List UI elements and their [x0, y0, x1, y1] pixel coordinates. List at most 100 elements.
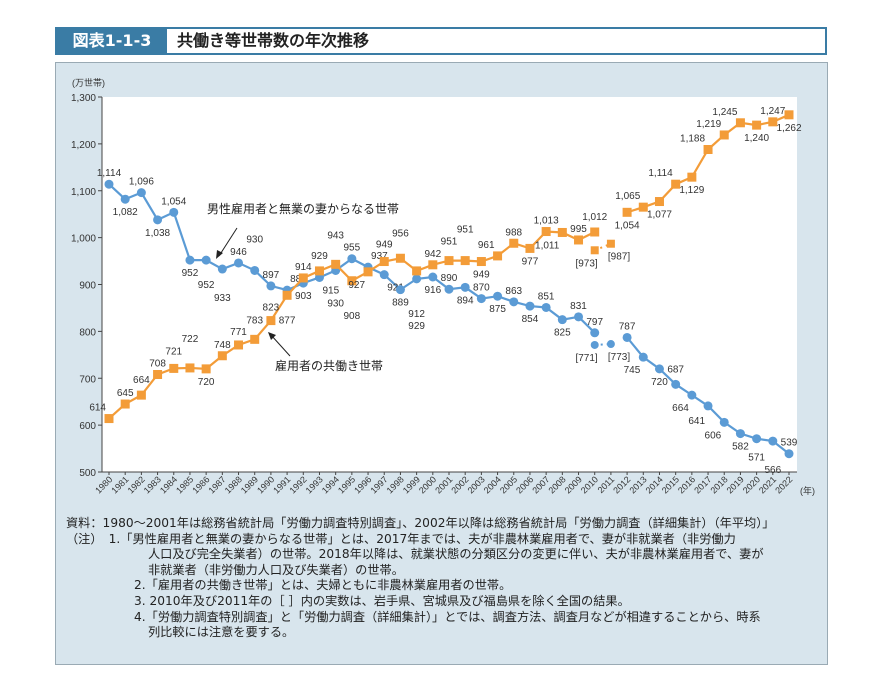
data-point — [703, 401, 713, 411]
x-tick-label: 2008 — [547, 474, 568, 495]
data-label: 797 — [586, 317, 603, 328]
y-tick-label: 600 — [79, 421, 96, 432]
x-tick-label: 2019 — [725, 474, 746, 495]
data-point — [574, 312, 584, 322]
data-point — [687, 172, 697, 182]
data-label: 1,114 — [97, 168, 122, 179]
data-label: 908 — [344, 311, 361, 322]
data-point — [363, 267, 373, 277]
y-axis-label: (万世帯) — [72, 77, 105, 88]
data-label: 1,096 — [129, 177, 154, 188]
data-label: 641 — [688, 416, 705, 427]
x-tick-label: 2017 — [692, 474, 713, 495]
bracket-point — [606, 340, 615, 349]
data-label: 748 — [214, 340, 231, 351]
data-point — [266, 316, 276, 326]
data-point — [428, 272, 438, 282]
data-label: 921 — [387, 283, 404, 294]
data-label: 851 — [538, 291, 555, 302]
data-label: 664 — [133, 375, 150, 386]
data-point — [525, 301, 535, 311]
x-tick-label: 1986 — [190, 474, 211, 495]
data-point — [590, 328, 600, 338]
data-label: 771 — [230, 327, 247, 338]
data-label: 1,240 — [744, 133, 769, 144]
x-tick-label: 1981 — [109, 474, 130, 495]
note-1-cont: 人口及び完全失業者）の世帯。2018年以降は、就業状態の分類区分の変更に伴い、夫… — [148, 547, 764, 562]
data-label: 720 — [198, 377, 215, 388]
data-label: 946 — [230, 247, 247, 258]
data-point — [185, 363, 195, 373]
data-label: 1,013 — [534, 216, 559, 227]
note-1-cont2: 非就業者（非労働力人口及び失業者）の世帯。 — [148, 562, 404, 577]
data-point — [735, 429, 745, 439]
data-label: 942 — [424, 249, 441, 260]
data-label: 952 — [198, 280, 215, 291]
x-tick-label: 2018 — [708, 474, 729, 495]
x-tick-label: 2011 — [596, 474, 617, 495]
data-point — [654, 364, 664, 374]
x-tick-label: 2003 — [466, 474, 487, 495]
data-label: 664 — [672, 403, 689, 414]
data-point — [217, 264, 227, 274]
figure-title: 共働き等世帯数の年次推移 — [177, 31, 370, 50]
data-label: 875 — [489, 304, 506, 315]
data-point — [136, 188, 146, 198]
data-point — [768, 117, 778, 127]
data-label: 539 — [781, 438, 798, 449]
data-label: 1,077 — [647, 210, 672, 221]
data-label: 823 — [263, 303, 280, 314]
data-point — [201, 255, 211, 265]
data-point — [460, 282, 470, 292]
data-label: 930 — [327, 298, 344, 309]
data-label: 1,038 — [145, 228, 170, 239]
x-tick-label: 1999 — [401, 474, 422, 495]
x-tick-label: 2002 — [449, 474, 470, 495]
data-point — [784, 110, 794, 120]
data-point — [622, 207, 632, 217]
data-label: 937 — [371, 251, 388, 262]
data-label: 915 — [322, 285, 339, 296]
x-tick-label: 2021 — [757, 474, 778, 495]
bracket-label: [987] — [608, 252, 630, 263]
x-tick-label: 1985 — [174, 474, 195, 495]
y-tick-label: 800 — [79, 327, 96, 338]
data-label: 914 — [295, 262, 312, 273]
data-point — [395, 253, 405, 263]
x-tick-label: 2009 — [563, 474, 584, 495]
data-point — [120, 194, 130, 204]
data-label: 1,054 — [615, 220, 640, 231]
x-axis-label: (年) — [800, 485, 815, 496]
data-label: 912 — [408, 309, 425, 320]
y-tick-label: 700 — [79, 374, 96, 385]
data-label: 1,011 — [535, 240, 560, 251]
note-4-cont: 列比較には注意を要する。 — [148, 625, 295, 640]
data-point — [671, 179, 681, 189]
data-label: 951 — [441, 237, 458, 248]
x-tick-label: 1995 — [336, 474, 357, 495]
y-tick-label: 900 — [79, 281, 96, 292]
data-label: 687 — [667, 364, 684, 375]
data-label: 951 — [457, 225, 474, 236]
data-label: 949 — [473, 270, 490, 281]
data-point — [638, 202, 648, 212]
data-label: 571 — [748, 453, 765, 464]
data-label: 890 — [441, 273, 458, 284]
data-label: 1,065 — [615, 191, 640, 202]
data-point — [541, 302, 551, 312]
data-point — [395, 285, 405, 295]
data-label: 897 — [263, 270, 280, 281]
data-point — [557, 315, 567, 325]
data-label: 645 — [117, 388, 134, 399]
data-point — [622, 332, 632, 342]
data-label: 995 — [570, 224, 587, 235]
data-label: 949 — [376, 240, 393, 251]
data-point — [282, 290, 292, 300]
data-point — [347, 254, 357, 264]
data-point — [525, 243, 535, 253]
data-point — [493, 251, 503, 261]
bracket-point — [590, 340, 599, 349]
data-point — [379, 270, 389, 280]
data-point — [379, 257, 389, 267]
data-point — [703, 145, 713, 154]
